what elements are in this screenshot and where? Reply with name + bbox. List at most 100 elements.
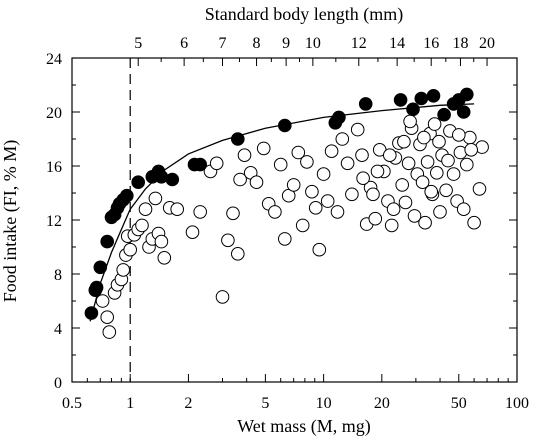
- open-data-point: [366, 187, 380, 202]
- open-data-point: [295, 218, 310, 233]
- open-data-point: [185, 225, 200, 239]
- filled-data-point: [358, 97, 373, 111]
- open-data-point: [397, 134, 411, 149]
- filled-data-point: [93, 260, 108, 275]
- open-data-point: [330, 205, 345, 219]
- open-data-point: [415, 175, 430, 189]
- open-data-point: [467, 215, 481, 230]
- open-data-point: [345, 187, 359, 202]
- open-data-point: [340, 156, 355, 171]
- open-data-point: [350, 122, 365, 137]
- open-data-point: [291, 145, 306, 160]
- filled-data-point: [84, 306, 99, 320]
- top-tick-label: 7: [218, 35, 226, 52]
- open-data-point: [320, 194, 335, 208]
- filled-data-point: [426, 89, 441, 103]
- open-data-point: [170, 202, 184, 216]
- open-data-point: [116, 263, 130, 277]
- open-data-point: [273, 157, 288, 172]
- open-data-point: [256, 141, 271, 156]
- open-data-point: [463, 130, 477, 145]
- top-tick-label: 18: [452, 35, 468, 52]
- open-data-point: [464, 143, 479, 157]
- open-data-point: [308, 201, 323, 215]
- open-data-point: [368, 211, 383, 226]
- open-data-point: [148, 191, 163, 206]
- filled-data-point: [456, 105, 471, 119]
- open-data-point: [221, 233, 235, 248]
- filled-data-point: [120, 188, 134, 203]
- open-data-point: [456, 202, 471, 216]
- open-data-point: [278, 232, 292, 246]
- open-data-point: [407, 209, 422, 223]
- open-data-point: [424, 184, 439, 199]
- x-tick-label: 0.5: [62, 395, 82, 412]
- fit-curve: [89, 103, 475, 322]
- x-tick-label: 50: [451, 395, 467, 412]
- open-data-point: [335, 132, 350, 146]
- open-data-point: [420, 155, 435, 169]
- open-data-point: [226, 206, 240, 221]
- filled-data-point: [193, 157, 207, 172]
- open-data-point: [324, 144, 339, 158]
- top-tick-label: 16: [423, 35, 439, 52]
- y-tick-label: 24: [46, 51, 62, 68]
- filled-data-point: [131, 175, 145, 189]
- open-data-point: [370, 164, 385, 179]
- open-data-point: [446, 167, 461, 181]
- open-data-point: [102, 325, 117, 339]
- open-data-point: [305, 184, 319, 199]
- open-data-point: [231, 247, 245, 261]
- open-data-point: [138, 202, 153, 216]
- x-tick-label: 20: [374, 395, 390, 412]
- open-data-point: [209, 156, 224, 171]
- open-data-point: [460, 157, 474, 172]
- open-data-point: [300, 155, 314, 169]
- top-tick-label: 6: [180, 35, 188, 52]
- open-data-point: [427, 117, 442, 131]
- open-data-point: [100, 310, 114, 325]
- y-axis-title: Food intake (FI, % M): [0, 140, 21, 302]
- top-tick-label: 9: [282, 35, 290, 52]
- open-data-point: [316, 167, 331, 181]
- open-data-point: [249, 175, 264, 189]
- open-data-point: [135, 218, 149, 233]
- top-tick-label: 20: [479, 35, 495, 52]
- open-data-point: [386, 202, 401, 216]
- y-tick-label: 12: [46, 213, 62, 230]
- open-data-point: [157, 250, 172, 265]
- filled-data-point: [414, 91, 429, 106]
- y-tick-label: 16: [46, 159, 62, 176]
- open-data-point: [430, 166, 444, 180]
- x-tick-label: 5: [261, 395, 269, 412]
- open-data-point: [452, 128, 466, 142]
- open-data-point: [432, 134, 446, 149]
- open-data-point: [403, 114, 417, 129]
- y-tick-label: 8: [54, 267, 62, 284]
- x-tick-label: 2: [184, 395, 192, 412]
- y-tick-label: 0: [54, 375, 62, 392]
- top-tick-label: 10: [305, 35, 321, 52]
- open-data-point: [418, 215, 432, 230]
- open-data-point: [384, 218, 399, 233]
- open-data-point: [417, 130, 431, 145]
- y-tick-label: 20: [46, 105, 62, 122]
- open-data-point: [154, 234, 169, 249]
- open-data-point: [233, 172, 247, 187]
- open-data-point: [433, 205, 447, 219]
- open-data-point: [472, 182, 487, 196]
- top-tick-label: 5: [134, 35, 142, 52]
- open-data-point: [401, 156, 416, 171]
- filled-data-point: [165, 172, 180, 187]
- x-tick-label: 100: [505, 395, 529, 412]
- open-data-point: [123, 242, 137, 257]
- filled-data-point: [100, 234, 114, 249]
- open-data-point: [395, 178, 410, 192]
- top-tick-label: 12: [351, 35, 367, 52]
- top-tick-label: 14: [389, 35, 405, 52]
- y-tick-label: 4: [54, 321, 62, 338]
- open-data-point: [439, 183, 453, 198]
- open-data-point: [355, 148, 369, 162]
